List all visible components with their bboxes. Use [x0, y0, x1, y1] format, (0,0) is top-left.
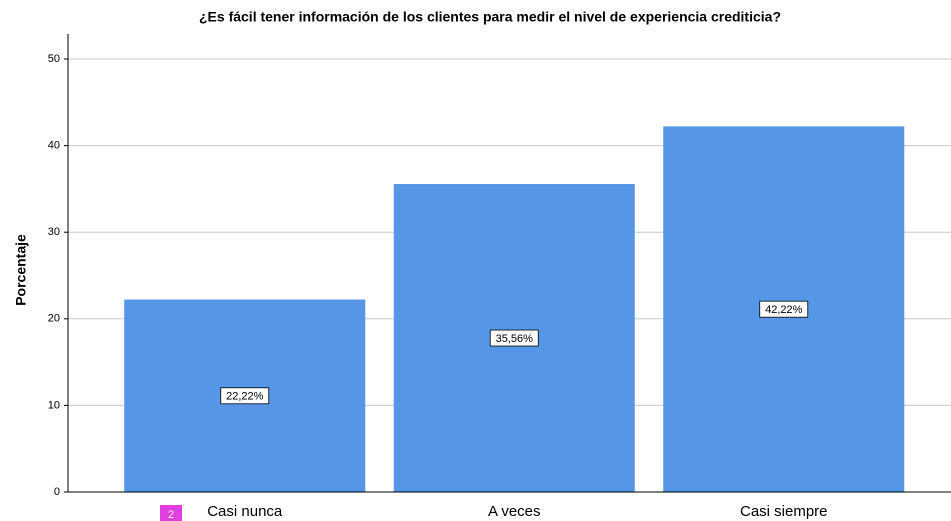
value-label-box [220, 387, 270, 405]
y-tick-label: 40 [48, 140, 60, 152]
x-tick-label: Casi siempre [740, 503, 828, 520]
y-axis-label: Porcentaje [13, 234, 29, 306]
y-tick-label: 0 [54, 486, 60, 498]
badge: 2 [168, 509, 174, 521]
y-tick-label: 30 [48, 226, 60, 238]
chart-title: ¿Es fácil tener información de los clien… [199, 9, 781, 25]
value-label-box [489, 329, 539, 347]
value-label: 22,22% [226, 391, 264, 403]
value-label: 35,56% [496, 333, 534, 345]
y-tick-label: 10 [48, 399, 60, 411]
value-label: 42,22% [765, 304, 803, 316]
y-tick-label: 20 [48, 313, 60, 325]
y-tick-label: 50 [48, 53, 60, 65]
value-label-box [759, 300, 809, 318]
x-tick-label: Casi nunca [207, 503, 283, 520]
x-tick-label: A veces [488, 503, 541, 520]
badge-box [160, 505, 182, 521]
